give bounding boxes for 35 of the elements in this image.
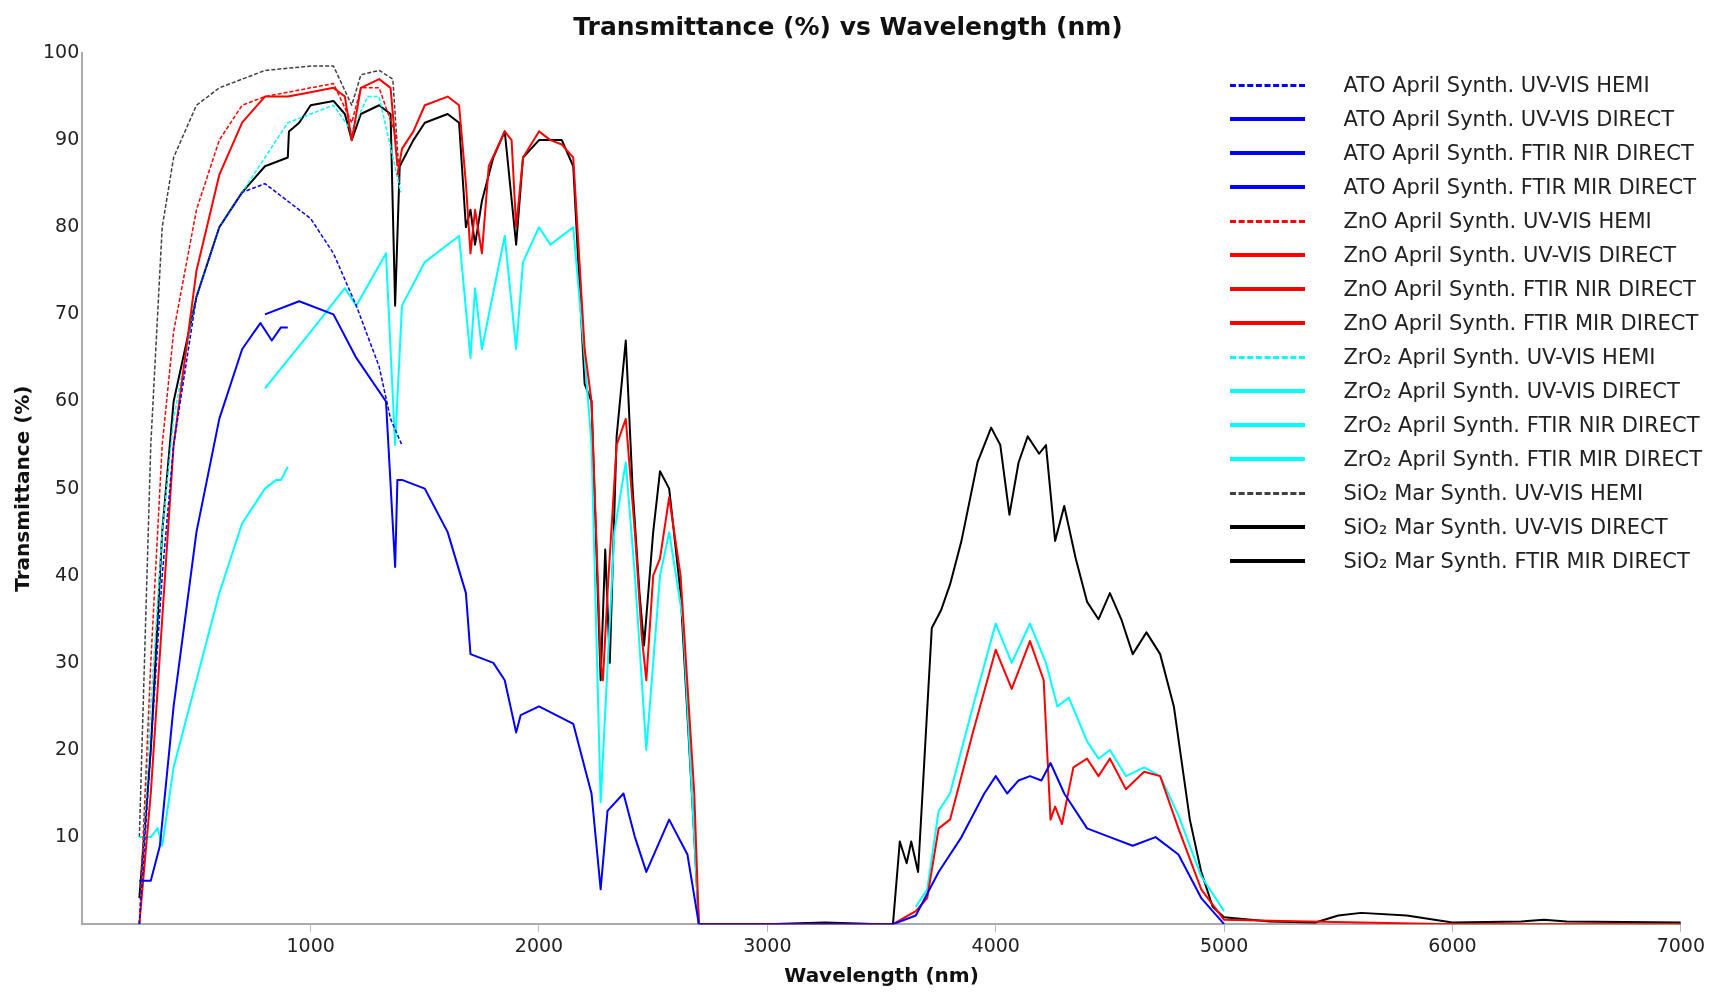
legend-label: SiO₂ Mar Synth. UV-VIS HEMI xyxy=(1343,481,1644,505)
y-tick-label: 100 xyxy=(43,39,80,62)
legend-label: ATO April Synth. UV-VIS DIRECT xyxy=(1343,107,1674,131)
legend-label: ATO April Synth. UV-VIS HEMI xyxy=(1343,73,1650,97)
y-tick-label: 10 xyxy=(55,824,80,847)
legend-label: SiO₂ Mar Synth. FTIR MIR DIRECT xyxy=(1343,549,1690,573)
legend-label: SiO₂ Mar Synth. UV-VIS DIRECT xyxy=(1343,515,1668,539)
legend-label: ZrO₂ April Synth. UV-VIS DIRECT xyxy=(1343,379,1680,403)
y-tick-label: 80 xyxy=(55,214,80,237)
x-tick-label: 4000 xyxy=(971,933,1020,956)
legend-label: ZnO April Synth. FTIR NIR DIRECT xyxy=(1343,277,1696,301)
legend-label: ZnO April Synth. UV-VIS DIRECT xyxy=(1343,243,1677,267)
legend-label: ZnO April Synth. UV-VIS HEMI xyxy=(1343,209,1652,233)
x-axis-title: Wavelength (nm) xyxy=(784,963,979,988)
x-tick-label: 2000 xyxy=(514,933,564,956)
legend-label: ZrO₂ April Synth. FTIR MIR DIRECT xyxy=(1343,447,1702,471)
y-tick-label: 60 xyxy=(55,388,80,411)
x-tick-label: 3000 xyxy=(743,933,792,956)
y-tick-label: 30 xyxy=(55,649,80,672)
x-tick-label: 7000 xyxy=(1656,933,1705,956)
y-tick-label: 50 xyxy=(55,475,80,498)
legend-label: ZrO₂ April Synth. UV-VIS HEMI xyxy=(1343,345,1656,369)
y-tick-label: 90 xyxy=(55,127,80,150)
y-tick-label: 40 xyxy=(55,562,80,585)
y-tick-label: 70 xyxy=(55,301,80,324)
x-tick-label: 1000 xyxy=(286,933,335,956)
chart-title: Transmittance (%) vs Wavelength (nm) xyxy=(573,11,1123,41)
y-tick-label: 20 xyxy=(55,736,80,759)
x-tick-label: 5000 xyxy=(1199,933,1249,956)
legend-label: ATO April Synth. FTIR MIR DIRECT xyxy=(1343,175,1697,199)
legend-label: ZrO₂ April Synth. FTIR NIR DIRECT xyxy=(1343,413,1700,437)
x-tick-label: 6000 xyxy=(1428,933,1477,956)
legend-label: ATO April Synth. FTIR NIR DIRECT xyxy=(1343,141,1694,165)
legend-label: ZnO April Synth. FTIR MIR DIRECT xyxy=(1343,311,1699,335)
y-axis-title: Transmittance (%) xyxy=(10,385,35,592)
